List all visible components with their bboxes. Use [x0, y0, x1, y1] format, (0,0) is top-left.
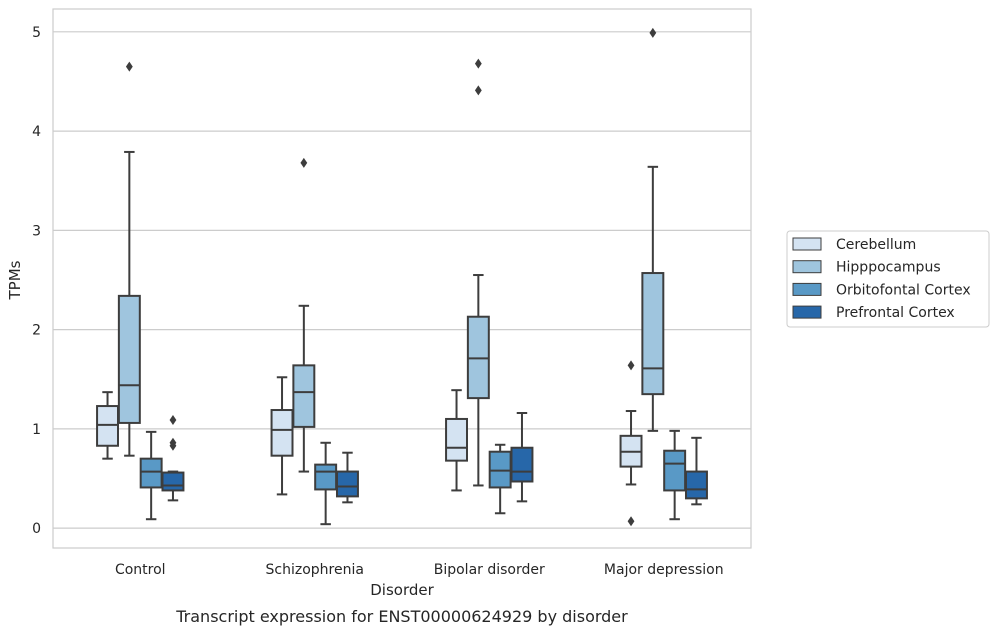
- y-tick-label: 4: [32, 124, 41, 140]
- box-iqr: [117, 294, 141, 424]
- outlier-marker: [169, 414, 177, 425]
- box-iqr: [161, 471, 185, 492]
- chart-caption: Transcript expression for ENST0000062492…: [175, 607, 628, 626]
- box-cerebellum: [619, 360, 643, 527]
- legend-swatch: [792, 237, 822, 251]
- outlier-marker: [627, 516, 635, 527]
- outlier-marker: [300, 157, 308, 168]
- y-tick-label: 0: [32, 521, 41, 537]
- box-orbitofontal-cortex: [663, 429, 687, 521]
- box-hipppocampus: [466, 58, 490, 487]
- outlier-marker: [474, 58, 482, 69]
- plot-frame: [52, 8, 752, 549]
- y-tick-label: 2: [32, 323, 41, 339]
- box-orbitofontal-cortex: [488, 443, 512, 515]
- outlier-marker: [125, 61, 133, 72]
- outlier-marker: [627, 360, 635, 371]
- legend-swatch: [792, 260, 822, 274]
- legend-label: Hipppocampus: [836, 260, 941, 276]
- legend-frame: [786, 230, 990, 328]
- box-iqr: [292, 364, 316, 428]
- box-hipppocampus: [117, 61, 141, 457]
- x-tick-label: Major depression: [604, 562, 724, 578]
- x-tick-label: Schizophrenia: [266, 562, 364, 578]
- box-prefrontal-cortex: [335, 451, 359, 504]
- x-axis-ticks: Control Schizophrenia Bipolar disorder Majo…: [115, 562, 724, 578]
- y-axis-label: TPMs: [6, 260, 24, 300]
- y-tick-label: 3: [32, 223, 41, 239]
- x-axis-label: Disorder: [370, 581, 434, 599]
- outlier-marker: [169, 440, 177, 451]
- legend-label: Cerebellum: [836, 237, 916, 253]
- outlier-marker: [474, 85, 482, 96]
- y-tick-label: 5: [32, 25, 41, 41]
- legend-swatch: [792, 305, 822, 319]
- x-tick-label: Control: [115, 562, 166, 578]
- box-prefrontal-cortex: [510, 412, 534, 503]
- box-cerebellum: [445, 389, 469, 492]
- box-iqr: [510, 446, 534, 483]
- box-iqr: [314, 463, 338, 491]
- y-axis-ticks: 0 1 2 3 4 5: [32, 25, 41, 537]
- box-iqr: [684, 470, 708, 500]
- legend-label: Orbitofontal Cortex: [836, 282, 971, 298]
- box-iqr: [445, 417, 469, 462]
- box-prefrontal-cortex: [684, 436, 708, 506]
- box-cerebellum: [96, 391, 120, 460]
- legend-label: Prefrontal Cortex: [836, 305, 955, 321]
- box-hipppocampus: [641, 27, 665, 432]
- box-cerebellum: [270, 376, 294, 496]
- outlier-marker: [649, 27, 657, 38]
- box-iqr: [335, 470, 359, 498]
- box-hipppocampus: [292, 157, 316, 473]
- grid-lines: [53, 31, 751, 529]
- legend: Cerebellum Hipppocampus Orbitofontal Corte…: [786, 230, 990, 328]
- boxes: [96, 27, 708, 527]
- box-iqr: [641, 272, 665, 396]
- box-iqr: [663, 449, 687, 492]
- box-iqr: [270, 409, 294, 457]
- y-tick-label: 1: [32, 422, 41, 438]
- x-tick-label: Bipolar disorder: [434, 562, 545, 578]
- legend-swatch: [792, 282, 822, 296]
- box-iqr: [139, 457, 163, 489]
- legend-entries: Cerebellum Hipppocampus Orbitofontal Corte…: [792, 237, 971, 321]
- box-prefrontal-cortex: [161, 414, 185, 502]
